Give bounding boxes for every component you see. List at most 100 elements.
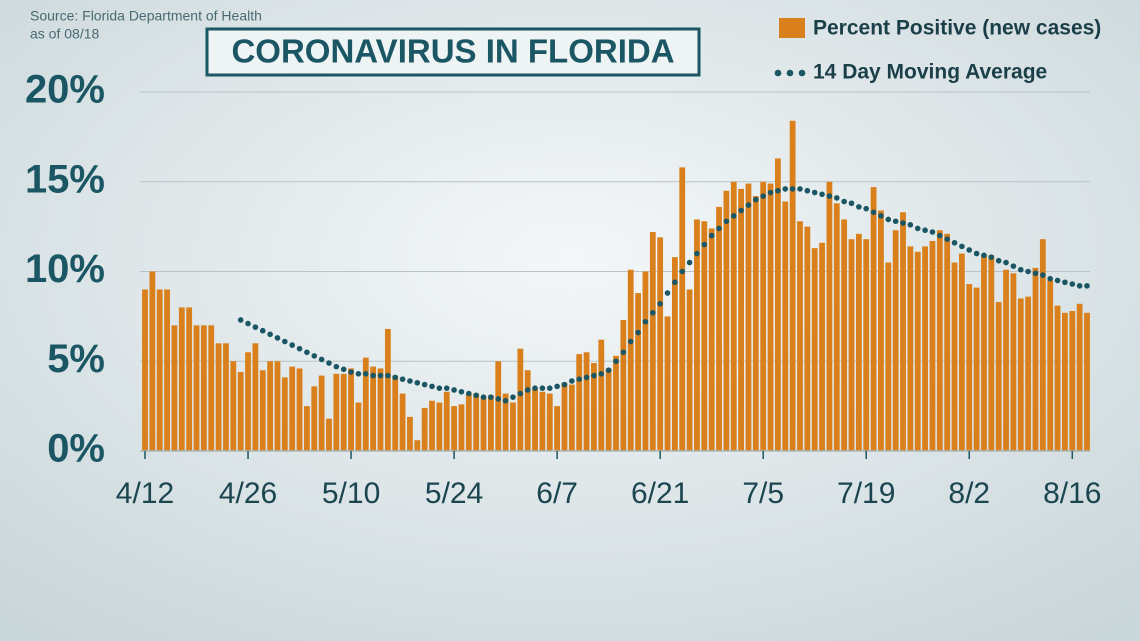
bar (149, 271, 156, 451)
average-dot (753, 196, 759, 203)
bar (679, 167, 686, 451)
bar (870, 187, 877, 451)
average-dot (502, 397, 509, 404)
bar (583, 352, 590, 451)
average-dot (767, 189, 774, 196)
average-dot (274, 335, 281, 341)
bar (230, 361, 237, 451)
bar (443, 391, 450, 451)
bar (789, 120, 796, 451)
bar (1025, 296, 1032, 451)
x-tick-label: 7/19 (837, 477, 895, 510)
average-dot (377, 372, 384, 379)
average-dot (318, 356, 325, 363)
bar (156, 289, 163, 451)
bar (951, 262, 958, 451)
bar (708, 228, 715, 451)
average-dot (708, 232, 715, 239)
bar (878, 210, 884, 451)
bar (1010, 273, 1017, 451)
bar (797, 221, 803, 451)
bar (745, 183, 752, 452)
average-dot (355, 371, 362, 377)
bar (1084, 312, 1090, 451)
bar (686, 289, 693, 451)
average-dot (620, 349, 627, 356)
average-dot (841, 198, 847, 205)
average-dot (642, 318, 649, 325)
bar (333, 373, 340, 451)
bar (348, 368, 354, 451)
bar (451, 406, 457, 451)
legend-dots (774, 69, 806, 77)
bar (392, 375, 399, 451)
average-dot (730, 213, 737, 219)
average-dot (451, 387, 457, 393)
bar (326, 418, 332, 451)
bar (510, 402, 516, 451)
average-dot (591, 372, 597, 379)
bar (561, 382, 568, 451)
average-dot (282, 338, 288, 345)
bar (1039, 239, 1046, 451)
bar (1047, 280, 1054, 451)
bar (377, 368, 384, 451)
bar (502, 393, 509, 451)
bar (863, 239, 870, 451)
average-dot (760, 193, 766, 199)
bar (554, 406, 561, 451)
average-dot (598, 371, 605, 377)
average-dot (1054, 277, 1061, 284)
y-tick-label: 15% (25, 157, 105, 201)
average-dot (561, 381, 568, 388)
bar (627, 269, 634, 451)
average-dot (510, 394, 516, 400)
average-dot (267, 331, 273, 338)
average-dot (407, 378, 413, 384)
bar (620, 319, 627, 451)
legend-dot (798, 69, 806, 77)
bar (178, 307, 185, 451)
average-dot (583, 374, 590, 381)
bar (208, 325, 215, 451)
average-dot (289, 342, 295, 348)
average-dot (524, 387, 531, 393)
average-dot (539, 385, 546, 391)
bar (193, 325, 200, 451)
bar (546, 393, 553, 451)
bar (421, 407, 428, 451)
bar (811, 248, 818, 451)
bar (458, 404, 465, 451)
average-dot (951, 239, 958, 246)
y-tick-label: 5% (47, 337, 105, 381)
x-tick-label: 8/2 (948, 477, 990, 510)
bar (995, 302, 1002, 451)
bar (407, 416, 413, 451)
x-tick-label: 4/12 (116, 477, 174, 510)
bar (517, 348, 524, 451)
bar (988, 255, 995, 451)
average-dot (694, 250, 700, 257)
average-dot (922, 227, 928, 234)
bar (958, 253, 965, 451)
legend-dot (786, 69, 794, 77)
bar (929, 240, 936, 451)
bar (274, 361, 281, 451)
bar (782, 201, 789, 451)
average-dot (1025, 268, 1031, 275)
average-dot (885, 216, 892, 223)
bar (340, 373, 347, 451)
average-dot (613, 358, 619, 365)
bar (576, 354, 583, 451)
chart-title: CORONAVIRUS IN FLORIDA (231, 33, 674, 70)
bar (598, 339, 605, 451)
bar (1017, 298, 1024, 451)
bar (1003, 269, 1009, 451)
average-dot (988, 254, 995, 260)
average-dot (1076, 283, 1083, 289)
average-dot (429, 383, 435, 390)
bar (671, 257, 678, 451)
average-dot (546, 385, 553, 391)
average-dot (436, 385, 443, 391)
bar (841, 219, 848, 451)
